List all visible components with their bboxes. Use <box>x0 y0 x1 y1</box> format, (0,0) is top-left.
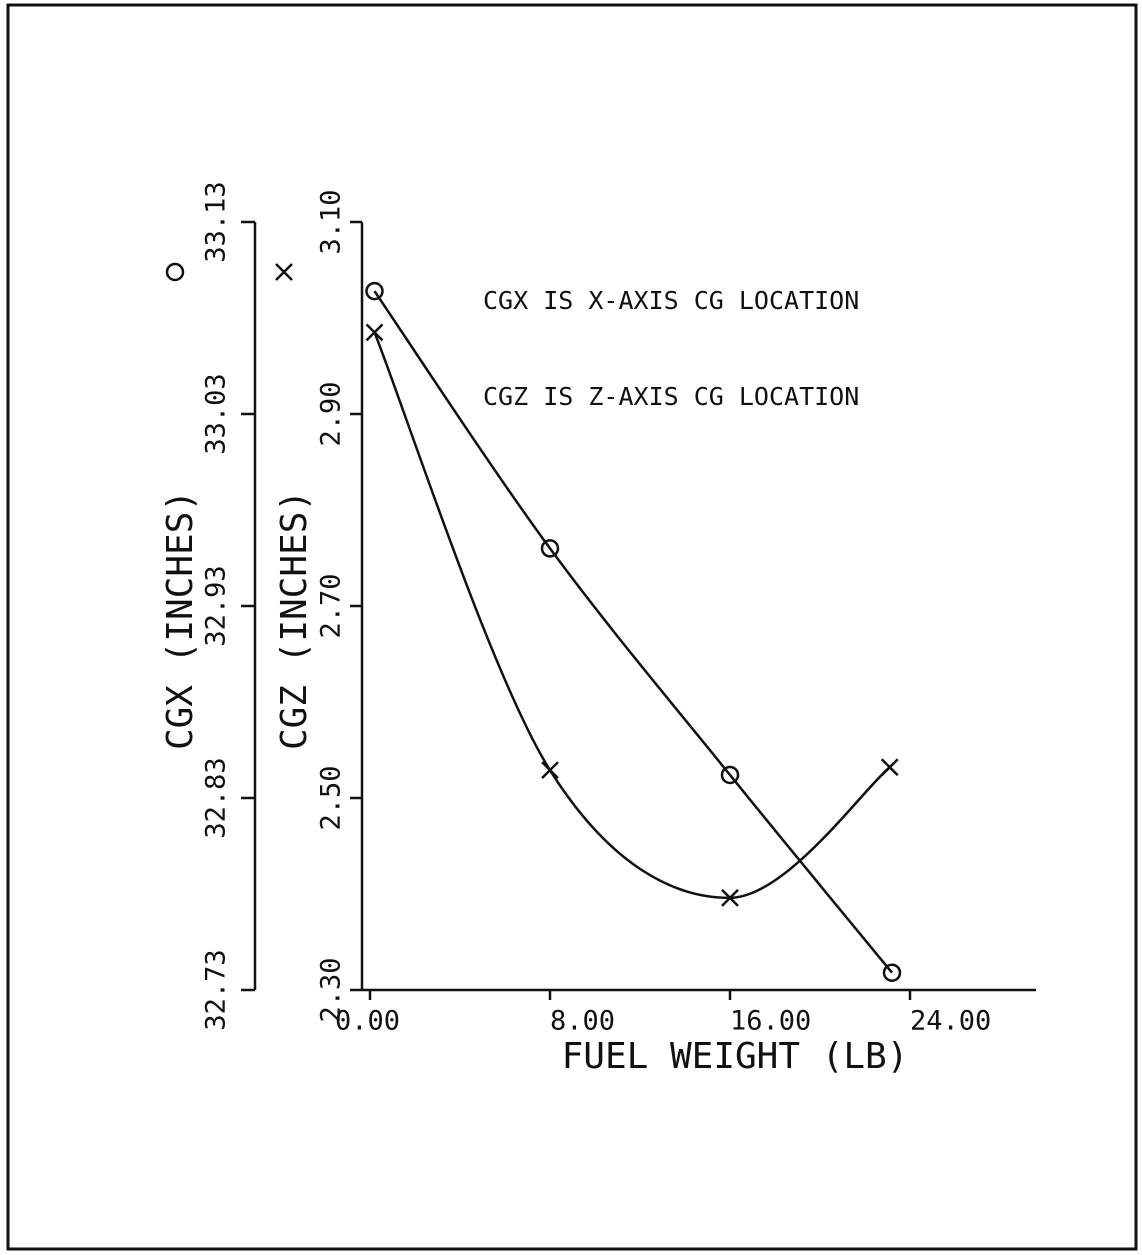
x-tick-label: 24.00 <box>910 1006 991 1037</box>
y-axis-label: CGX (INCHES) <box>160 490 201 750</box>
y2-tick-label: 3.10 <box>316 189 347 254</box>
legend-marker <box>275 263 293 281</box>
annotation: CGZ IS Z-AXIS CG LOCATION <box>483 382 859 411</box>
marker <box>880 758 899 777</box>
annotation: CGX IS X-AXIS CG LOCATION <box>483 286 859 315</box>
marker <box>365 281 384 301</box>
y-tick-label: 33.03 <box>201 373 232 454</box>
x-tick-label: 16.00 <box>730 1006 811 1037</box>
series-line <box>373 290 893 974</box>
y2-axis-label: CGZ (INCHES) <box>274 490 315 750</box>
x-tick-label: 0.00 <box>335 1006 400 1037</box>
legend-marker <box>165 262 185 282</box>
y2-tick-label: 2.90 <box>316 381 347 446</box>
y2-tick-label: 2.50 <box>316 765 347 830</box>
y-tick-label: 32.93 <box>201 565 232 646</box>
frame <box>6 3 1138 1251</box>
marker <box>365 323 384 342</box>
marker <box>541 761 559 780</box>
series-line <box>373 331 891 900</box>
marker <box>882 963 902 982</box>
marker <box>721 888 739 907</box>
y-tick-label: 33.13 <box>201 181 232 262</box>
x-axis-label: FUEL WEIGHT (LB) <box>562 1036 909 1077</box>
x-tick-label: 8.00 <box>550 1006 615 1037</box>
y2-tick-label: 2.70 <box>316 573 347 638</box>
marker <box>540 539 560 558</box>
y-tick-label: 32.83 <box>201 757 232 838</box>
y-tick-label: 32.73 <box>201 949 232 1030</box>
y2-tick-label: 2.30 <box>316 957 347 1022</box>
marker <box>720 765 740 785</box>
